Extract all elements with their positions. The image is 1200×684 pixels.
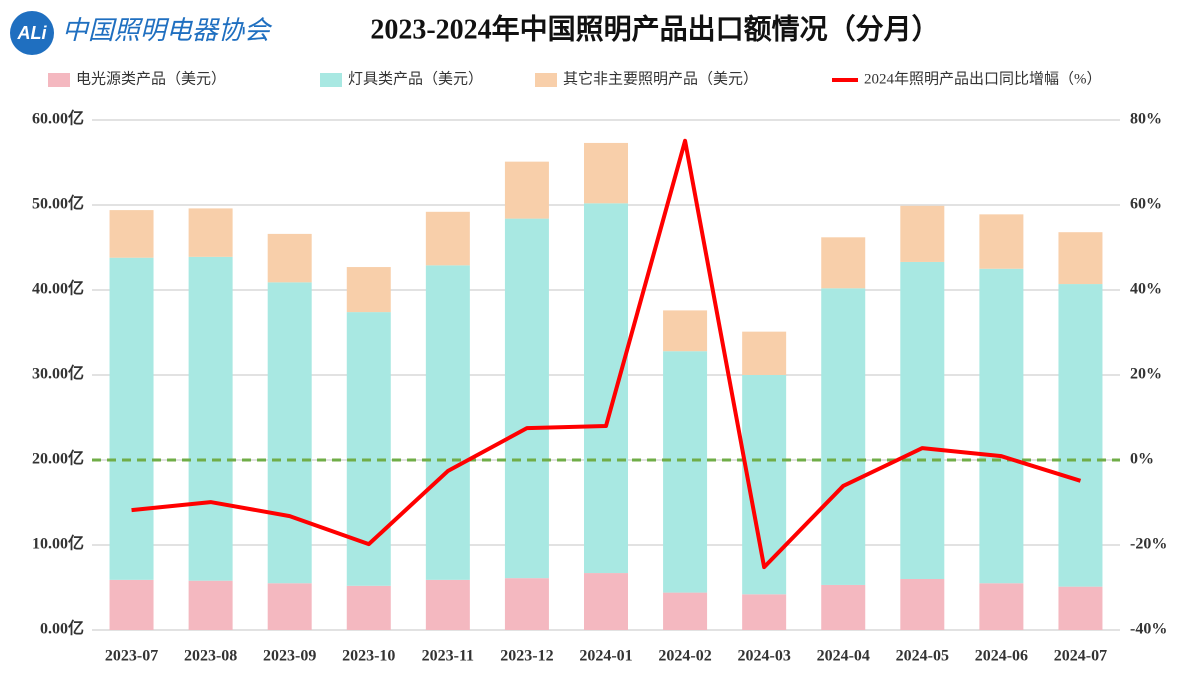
chart-title: 2023-2024年中国照明产品出口额情况（分月） [370, 12, 939, 45]
bar-segment [742, 331, 787, 375]
x-tick-label: 2023-11 [422, 648, 474, 665]
bar-segment [584, 203, 628, 574]
line-series [131, 138, 1082, 570]
legend-label: 其它非主要照明产品（美元） [563, 69, 758, 87]
y-tick-label: 50.00亿 [32, 194, 84, 213]
x-tick-label: 2023-10 [342, 648, 395, 665]
bar-segment [425, 211, 470, 266]
x-tick-label: 2024-03 [737, 648, 790, 665]
x-tick-label: 2023-08 [184, 648, 237, 665]
bar-segment [346, 585, 391, 630]
x-tick-label: 2024-06 [975, 648, 1028, 665]
bar-segment [663, 310, 708, 352]
bar-segment [267, 583, 312, 630]
y-tick-label: 60.00亿 [32, 109, 84, 128]
bar-segment [742, 594, 787, 630]
bar-segment [821, 584, 866, 630]
y2-tick-label: 0% [1130, 451, 1154, 468]
y2-tick-label: 20% [1130, 366, 1162, 383]
bar-segment [900, 205, 945, 262]
bar-segment [267, 233, 312, 283]
bar-segment [1058, 232, 1103, 285]
logo-name: 中国照明电器协会 [62, 16, 273, 45]
x-tick-label: 2023-09 [263, 648, 316, 665]
bar-segment [1058, 284, 1103, 587]
bar-segment [1058, 586, 1103, 630]
bar-segment [188, 580, 233, 630]
legend-label: 电光源类产品（美元） [76, 70, 226, 87]
y2-tick-label: -20% [1130, 536, 1167, 553]
y2-tick-label: 40% [1130, 281, 1162, 298]
bar-segment [109, 579, 154, 630]
y-tick-label: 0.00亿 [40, 619, 84, 638]
y2-tick-label: -40% [1130, 621, 1167, 638]
x-tick-label: 2024-02 [658, 648, 711, 665]
y2-tick-label: 60% [1130, 196, 1162, 213]
logo-badge-bg [10, 11, 54, 55]
bar-segment [504, 161, 549, 219]
y-tick-label: 30.00亿 [32, 364, 84, 383]
legend-swatch [535, 73, 557, 87]
bar-segment [900, 261, 945, 579]
bar-segment [267, 282, 312, 584]
bar-segment [979, 583, 1024, 630]
bar-segment [504, 218, 549, 579]
bar-segment [821, 237, 866, 289]
legend-swatch [320, 73, 342, 87]
x-tick-label: 2023-07 [105, 648, 158, 665]
bar-segment [425, 579, 470, 630]
bar-segment [188, 256, 233, 581]
y2-tick-label: 80% [1130, 111, 1162, 128]
bar-segment [663, 351, 708, 593]
bar-segment [109, 257, 154, 580]
bar-segment [188, 208, 233, 257]
bar-segment [900, 579, 945, 630]
x-tick-label: 2024-01 [579, 648, 632, 665]
bar-segment [109, 210, 154, 258]
y-tick-label: 20.00亿 [32, 449, 84, 468]
legend-label: 2024年照明产品出口同比增幅（%） [864, 70, 1102, 87]
logo-badge: ALi [17, 23, 48, 43]
bar-segment [584, 573, 628, 630]
bar-segment [346, 267, 391, 313]
bar-segment [979, 268, 1024, 584]
legend-label: 灯具类产品（美元） [348, 70, 483, 87]
bar-segment [504, 578, 549, 630]
bar-segment [663, 592, 708, 630]
bar-segment [584, 142, 628, 204]
y-tick-label: 40.00亿 [32, 279, 84, 298]
legend-swatch [48, 73, 70, 87]
x-tick-label: 2024-07 [1054, 648, 1107, 665]
bar-segment [425, 265, 470, 580]
x-tick-label: 2024-04 [817, 648, 870, 665]
bar-segment [821, 288, 866, 585]
y-tick-label: 10.00亿 [32, 534, 84, 553]
x-tick-label: 2024-05 [896, 648, 949, 665]
x-tick-label: 2023-12 [500, 648, 553, 665]
bar-segment [979, 214, 1024, 269]
